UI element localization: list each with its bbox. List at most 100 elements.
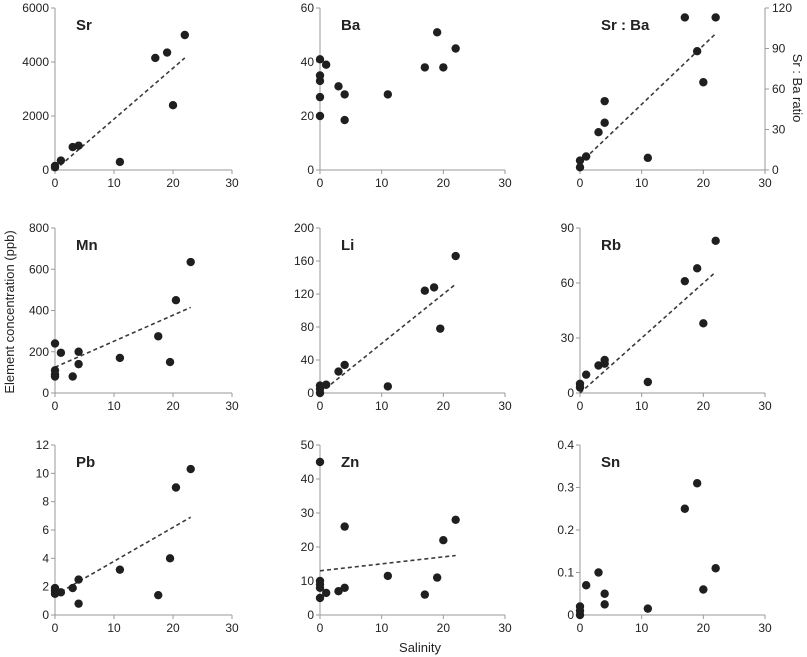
data-point — [56, 588, 66, 597]
data-point — [171, 483, 181, 492]
y-tick-label: 0.2 — [557, 523, 574, 537]
x-tick-label: 0 — [317, 176, 324, 190]
y-tick-label: 0 — [307, 386, 314, 400]
data-point — [50, 161, 60, 171]
x-tick-label: 10 — [375, 621, 389, 635]
x-tick-label: 10 — [107, 399, 121, 413]
data-point — [315, 76, 325, 86]
shared-x-axis-title: Salinity — [399, 640, 441, 655]
data-point — [165, 357, 175, 367]
trend-line — [319, 554, 456, 572]
x-tick-label: 20 — [697, 176, 711, 190]
y-tick-label: 30 — [561, 331, 575, 345]
x-tick-label: 20 — [166, 176, 180, 190]
trend-line — [579, 33, 717, 164]
y-tick-label: 40 — [301, 353, 315, 367]
data-point — [643, 377, 653, 387]
x-tick-label: 10 — [375, 176, 389, 190]
data-point — [383, 90, 393, 99]
data-point — [180, 30, 189, 40]
x-tick-label: 30 — [758, 399, 772, 413]
data-point — [68, 583, 77, 593]
data-point — [56, 348, 66, 357]
y-tick-label: 60 — [772, 82, 786, 96]
x-tick-label: 0 — [577, 399, 584, 413]
data-point — [439, 536, 448, 545]
data-point — [451, 44, 460, 53]
x-tick-label: 20 — [437, 176, 451, 190]
x-tick-label: 10 — [107, 621, 121, 635]
data-point — [340, 90, 349, 99]
x-tick-label: 0 — [577, 176, 584, 190]
y-tick-label: 80 — [301, 320, 315, 334]
data-point — [74, 141, 83, 150]
data-point — [436, 324, 445, 333]
data-point — [643, 153, 653, 163]
panel-title: Ba — [341, 17, 361, 34]
data-point — [600, 589, 609, 598]
data-point — [594, 128, 603, 137]
x-tick-label: 0 — [317, 621, 324, 635]
x-tick-label: 0 — [52, 621, 59, 635]
data-point — [74, 599, 83, 608]
y-tick-label: 0.4 — [557, 438, 574, 452]
y-tick-label: 10 — [36, 466, 50, 480]
x-tick-label: 20 — [697, 399, 711, 413]
data-point — [439, 63, 448, 72]
y-tick-label: 0 — [42, 608, 49, 622]
y-tick-label: 120 — [294, 287, 314, 301]
data-point — [680, 504, 690, 513]
data-point — [165, 554, 175, 563]
x-tick-label: 30 — [225, 399, 239, 413]
y-tick-label: 60 — [301, 1, 315, 15]
data-point — [594, 568, 603, 577]
data-point — [50, 339, 60, 348]
y-tick-label: 0.1 — [557, 566, 574, 580]
y-tick-label: 40 — [301, 55, 315, 69]
y-tick-label: 4000 — [22, 55, 49, 69]
panel-sn: 0 10 20 30 0 0.1 0.2 0.3 0.4 Sn — [557, 438, 772, 635]
data-point — [315, 92, 325, 102]
data-point — [340, 115, 349, 125]
data-point — [429, 283, 439, 292]
data-point — [575, 156, 585, 165]
data-point — [600, 96, 609, 106]
data-point — [340, 522, 349, 531]
data-point — [451, 515, 460, 524]
y-tick-label: 90 — [772, 42, 786, 56]
data-point — [432, 28, 442, 37]
data-point — [315, 457, 325, 467]
y-tick-label: 600 — [29, 262, 49, 276]
data-point — [581, 152, 591, 161]
data-point — [581, 581, 591, 590]
x-tick-label: 0 — [577, 621, 584, 635]
y-tick-label: 400 — [29, 304, 49, 318]
data-point — [451, 251, 460, 261]
trend-line — [579, 271, 717, 394]
panel-title: Li — [341, 237, 354, 254]
x-tick-label: 20 — [166, 399, 180, 413]
data-point — [600, 600, 609, 609]
panel-ba: 0 10 20 30 0 20 40 60 Ba — [301, 1, 512, 190]
data-point — [575, 163, 585, 172]
data-point — [321, 588, 331, 598]
x-tick-label: 0 — [52, 176, 59, 190]
panel-pb: 0 10 20 30 0 2 4 6 8 10 12 Pb — [36, 438, 239, 635]
data-point — [74, 575, 83, 584]
x-tick-label: 30 — [758, 621, 772, 635]
trend-line — [54, 516, 192, 596]
data-point — [315, 55, 325, 64]
y-tick-label: 160 — [294, 254, 314, 268]
panel-zn: 0 10 20 30 0 10 20 30 40 50 Zn — [301, 438, 512, 635]
y-tick-label: 0 — [42, 386, 49, 400]
y-tick-label: 0 — [307, 608, 314, 622]
panel-title: Mn — [76, 237, 98, 254]
y-tick-label: 60 — [561, 276, 575, 290]
x-tick-label: 30 — [498, 399, 512, 413]
y-tick-label: 120 — [772, 1, 792, 15]
y-tick-label: 20 — [301, 540, 315, 554]
data-point — [711, 13, 720, 22]
panel-sr: 0 10 20 30 0 2000 4000 6000 Sr — [22, 1, 239, 190]
